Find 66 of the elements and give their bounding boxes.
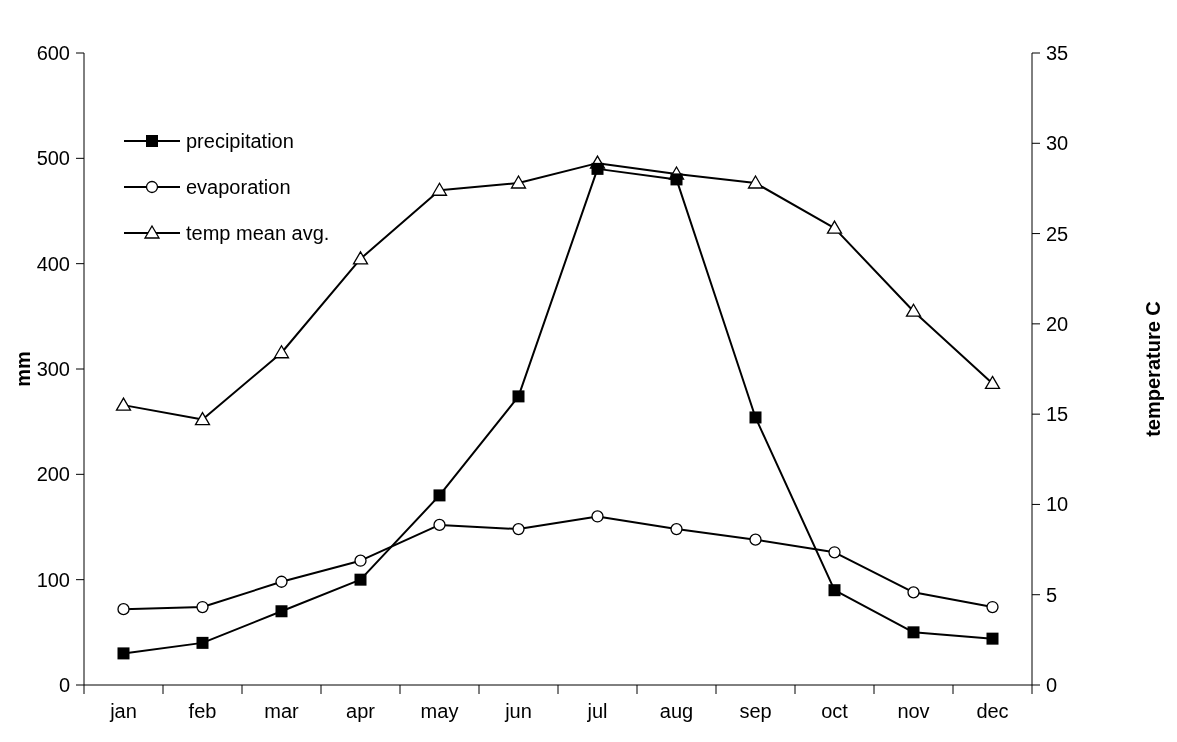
point	[196, 600, 209, 614]
x-tick-label: nov	[897, 700, 930, 722]
y2-tick-label: 20	[1046, 312, 1069, 335]
point	[115, 397, 132, 411]
point	[433, 518, 446, 532]
point	[749, 533, 762, 546]
point	[117, 603, 130, 616]
y-tick-label: 200	[36, 463, 70, 486]
x-tick-label: may	[420, 700, 459, 722]
point	[749, 411, 762, 424]
x-tick-label: apr	[346, 700, 376, 722]
legend-label: precipitation	[186, 130, 294, 152]
point	[591, 510, 604, 523]
y2-tick-label: 35	[1046, 42, 1069, 64]
x-tick-label: oct	[821, 700, 849, 722]
point	[431, 182, 448, 196]
y2-tick-label: 30	[1046, 132, 1069, 155]
point	[984, 375, 1001, 390]
x-tick-label: dec	[976, 700, 1009, 722]
point	[433, 489, 446, 502]
point	[828, 546, 841, 559]
point	[273, 345, 290, 359]
point	[352, 251, 369, 265]
legend-label: temp mean avg.	[186, 222, 330, 244]
x-tick-label: jun	[504, 700, 532, 722]
x-tick-label: feb	[188, 700, 217, 722]
point	[194, 411, 211, 426]
y-tick-label: 400	[36, 252, 70, 275]
point	[907, 586, 920, 599]
point	[905, 303, 922, 317]
point	[986, 632, 999, 645]
point	[591, 162, 604, 175]
x-tick-label: sep	[739, 700, 772, 722]
x-tick-label: jan	[109, 700, 137, 722]
point	[828, 584, 841, 597]
x-tick-label: jul	[586, 700, 608, 722]
y2-tick-label: 25	[1046, 222, 1069, 245]
x-tick-label: mar	[264, 700, 300, 722]
y-tick-label: 300	[36, 358, 70, 380]
y2-axis-title: temperature C	[1142, 301, 1164, 437]
point	[986, 600, 999, 614]
point	[510, 175, 527, 189]
point	[275, 605, 288, 618]
x-tick-label: aug	[659, 700, 694, 722]
point	[512, 522, 525, 536]
y2-tick-label: 10	[1046, 493, 1069, 516]
y-tick-label: 100	[36, 568, 70, 591]
point	[196, 636, 209, 649]
y2-tick-label: 5	[1046, 583, 1058, 606]
point	[354, 573, 367, 586]
y-axis-title: mm	[12, 351, 34, 387]
y-tick-label: 500	[36, 147, 70, 170]
point	[275, 575, 288, 588]
point	[747, 175, 764, 189]
y-tick-label: 600	[36, 42, 70, 64]
point	[512, 390, 525, 403]
point	[670, 522, 683, 536]
y2-tick-label: 15	[1046, 403, 1069, 426]
y-tick-label: 0	[58, 674, 70, 696]
point	[670, 173, 683, 186]
point	[826, 220, 843, 234]
point	[117, 647, 130, 660]
y2-tick-label: 0	[1046, 674, 1058, 696]
legend-label: evaporation	[186, 176, 291, 198]
point	[354, 554, 367, 567]
point	[907, 626, 920, 639]
